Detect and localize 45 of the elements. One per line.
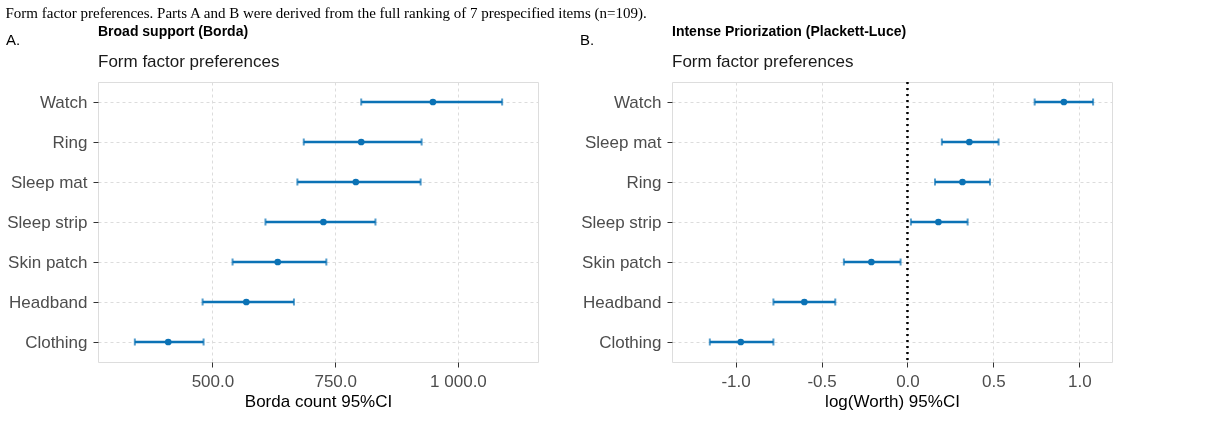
y-tick-label: Watch	[613, 92, 662, 112]
chart-subtitle: Form factor preferences	[98, 52, 280, 71]
point	[274, 258, 282, 266]
y-tick-label: Headband	[9, 292, 88, 312]
y-tick-label: Clothing	[25, 332, 88, 352]
x-axis-title: log(Worth) 95%CI	[825, 391, 960, 411]
y-tick-label: Ring	[52, 132, 88, 152]
x-tick-label: -0.5	[807, 371, 837, 391]
x-tick-label: 750.0	[314, 371, 357, 391]
point	[935, 218, 942, 226]
x-tick-label: 1.0	[1068, 371, 1092, 391]
y-tick-label: Sleep strip	[7, 212, 88, 232]
text: B.	[580, 31, 595, 48]
x-tick-label: 500.0	[191, 371, 235, 391]
text: A.	[6, 31, 21, 48]
point	[800, 298, 808, 306]
y-tick-label: Watch	[39, 92, 88, 112]
point	[429, 98, 437, 106]
y-tick-label: Skin patch	[582, 252, 662, 272]
y-tick-label: Sleep mat	[10, 172, 88, 192]
point	[959, 178, 966, 186]
x-axis-title: Borda count 95%CI	[244, 391, 393, 411]
point	[1060, 98, 1068, 106]
point	[320, 218, 327, 226]
x-tick-label: 1 000.0	[430, 371, 487, 391]
text: Form factor preferences. Parts A and B were derived from the full ranking of 7 prespecified items (n=109).	[5, 4, 647, 22]
y-tick-label: Headband	[583, 292, 662, 312]
point	[965, 138, 973, 146]
chart-subtitle: Form factor preferences	[672, 52, 854, 71]
y-tick-label: Sleep strip	[581, 212, 662, 232]
point	[164, 338, 172, 346]
x-tick-label: -1.0	[721, 371, 751, 391]
point	[242, 298, 250, 306]
point	[868, 258, 875, 266]
y-tick-label: Ring	[626, 172, 662, 192]
x-tick-label: 0.0	[896, 371, 920, 391]
point	[737, 338, 745, 346]
chart-title: Broad support (Borda)	[98, 23, 249, 39]
y-tick-label: Sleep mat	[584, 132, 662, 152]
y-tick-label: Skin patch	[8, 252, 88, 272]
point	[357, 138, 365, 146]
chart-title: Intense Priorization (Plackett-Luce)	[672, 23, 907, 39]
point	[352, 178, 360, 186]
x-tick-label: 0.5	[982, 371, 1006, 391]
y-tick-label: Clothing	[599, 332, 662, 352]
